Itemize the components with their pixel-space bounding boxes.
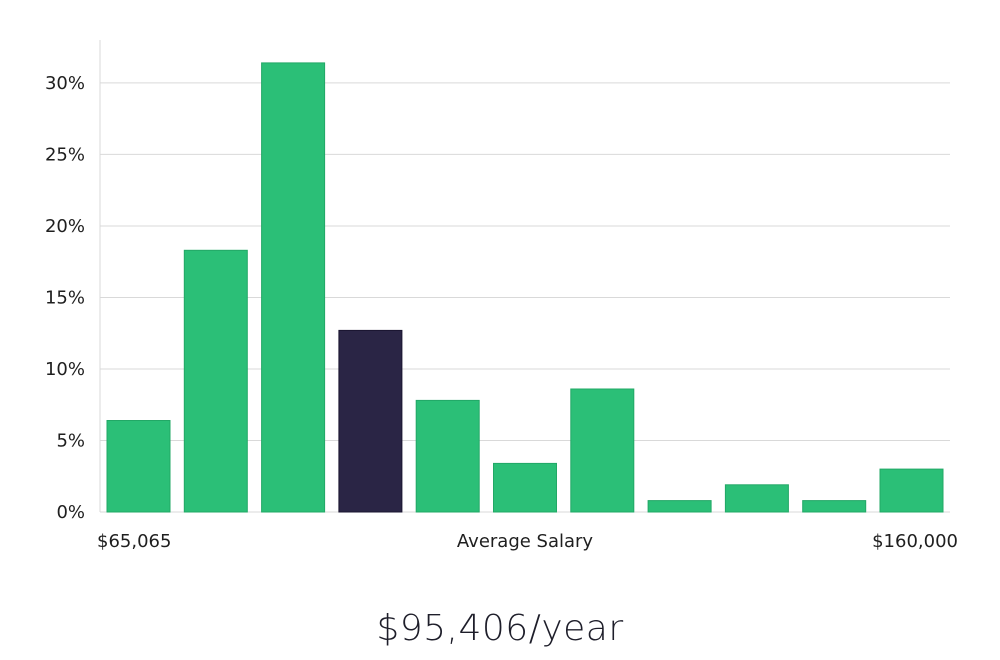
bar: [647, 500, 712, 513]
x-max-label: $160,000: [872, 531, 958, 552]
bar-highlighted: [338, 329, 403, 513]
bar: [183, 249, 248, 513]
salary-histogram: 0% 5% 10% 15% 20% 25% 30% $65,065 Average Sala…: [45, 40, 958, 552]
bar: [802, 500, 867, 513]
bar: [724, 484, 789, 513]
y-tick-label: 15%: [45, 287, 85, 308]
y-tick-labels: 0% 5% 10% 15% 20% 25% 30%: [45, 73, 85, 523]
bar: [493, 462, 557, 513]
average-salary-value: $95,406/year: [376, 608, 624, 649]
bar: [415, 399, 480, 513]
bar: [261, 62, 326, 513]
x-min-label: $65,065: [97, 531, 171, 552]
x-axis-label: Average Salary: [457, 531, 594, 552]
bar: [106, 420, 171, 513]
y-tick-label: 30%: [45, 73, 85, 94]
bar: [879, 468, 944, 513]
y-tick-label: 5%: [56, 430, 85, 451]
y-tick-label: 0%: [56, 502, 85, 523]
y-tick-label: 10%: [45, 359, 85, 380]
y-tick-label: 20%: [45, 216, 85, 237]
bar: [570, 388, 635, 513]
y-tick-label: 25%: [45, 144, 85, 165]
bars: [106, 62, 944, 513]
